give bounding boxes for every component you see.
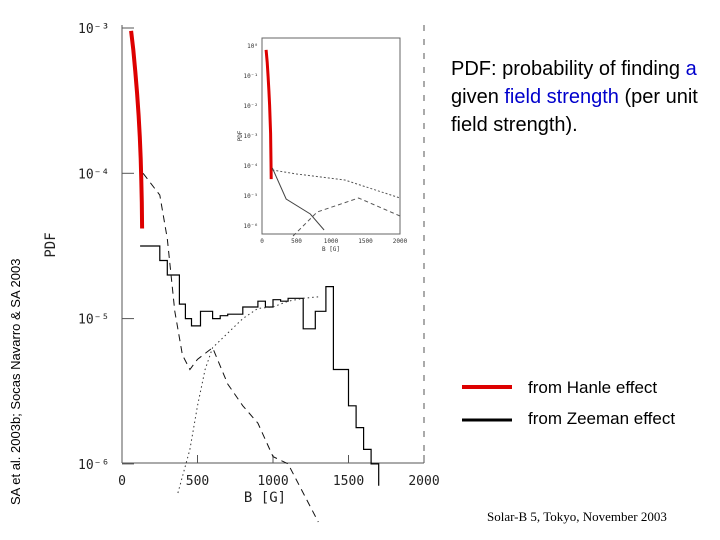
y-tick-label: 10⁻⁵ (78, 313, 109, 328)
inset-frame (261, 37, 401, 235)
y-tick-label: 10⁻⁶ (78, 458, 109, 473)
desc-strength: strength (546, 86, 619, 108)
inset-x-tick-label: 0 (260, 238, 264, 245)
inset-y-label: PDF (237, 130, 244, 141)
legend: from Hanle effect from Zeeman effect (462, 378, 675, 428)
y-tick-label: 10⁻⁴ (78, 167, 109, 182)
inset-zeeman-dashed (292, 197, 401, 237)
inset-y-tick-label: 10⁻⁵ (244, 193, 258, 200)
x-tick-label: 500 (186, 474, 209, 489)
legend-zeeman-label: from Zeeman effect (528, 409, 675, 428)
desc-a: a (685, 58, 697, 80)
inset-x-tick-label: 1000 (324, 238, 339, 245)
inset-x-tick-label: 1500 (358, 238, 373, 245)
main-axes: 10⁻³ 10⁻⁴ 10⁻⁵ 10⁻⁶ 0 500 1000 1500 2000 PDF B [G] (43, 22, 440, 506)
desc-rest: (per unit field strength). (451, 86, 698, 136)
inset-y-tick-label: 10⁻¹ (244, 73, 258, 80)
inset-y-tick-label: 10⁻⁶ (244, 223, 258, 230)
inset-y-tick-label: 10⁰ (247, 43, 258, 50)
series-line-3 (177, 296, 319, 494)
footer-citation: Solar-B 5, Tokyo, November 2003 (487, 509, 667, 524)
inset-zeeman-upper (272, 169, 401, 199)
desc-field: field (504, 86, 542, 108)
x-tick-label: 2000 (408, 474, 439, 489)
desc-part1: PDF: probability of finding (451, 58, 686, 80)
series-line-2 (142, 172, 319, 523)
inset-y-tick-label: 10⁻² (244, 103, 258, 110)
main-series (129, 30, 380, 523)
inset-hanle-line (264, 49, 273, 180)
inset-zeeman-lower (271, 167, 325, 231)
legend-hanle-label: from Hanle effect (528, 378, 657, 397)
x-axis-label: B [G] (244, 490, 286, 506)
y-axis-label: PDF (43, 232, 59, 257)
x-tick-label: 1500 (333, 474, 364, 489)
x-tick-label: 0 (118, 474, 126, 489)
series-line-1 (140, 245, 380, 486)
desc-mid: given (451, 86, 505, 108)
inset-x-tick-label: 2000 (393, 238, 408, 245)
x-tick-label: 1000 (257, 474, 288, 489)
y-tick-label: 10⁻³ (78, 22, 109, 37)
inset-y-tick-label: 10⁻⁴ (244, 163, 258, 170)
inset-x-tick-label: 500 (291, 238, 302, 245)
pdf-description: PDF: probability of finding a given fiel… (451, 55, 711, 139)
inset-chart: 10⁰ 10⁻¹ 10⁻² 10⁻³ 10⁻⁴ 10⁻⁵ 10⁻⁶ 0 500 1000 1500 2… (237, 37, 408, 253)
inset-x-label: B [G] (322, 246, 340, 253)
inset-y-tick-label: 10⁻³ (244, 133, 258, 140)
series-line-0 (129, 30, 145, 229)
